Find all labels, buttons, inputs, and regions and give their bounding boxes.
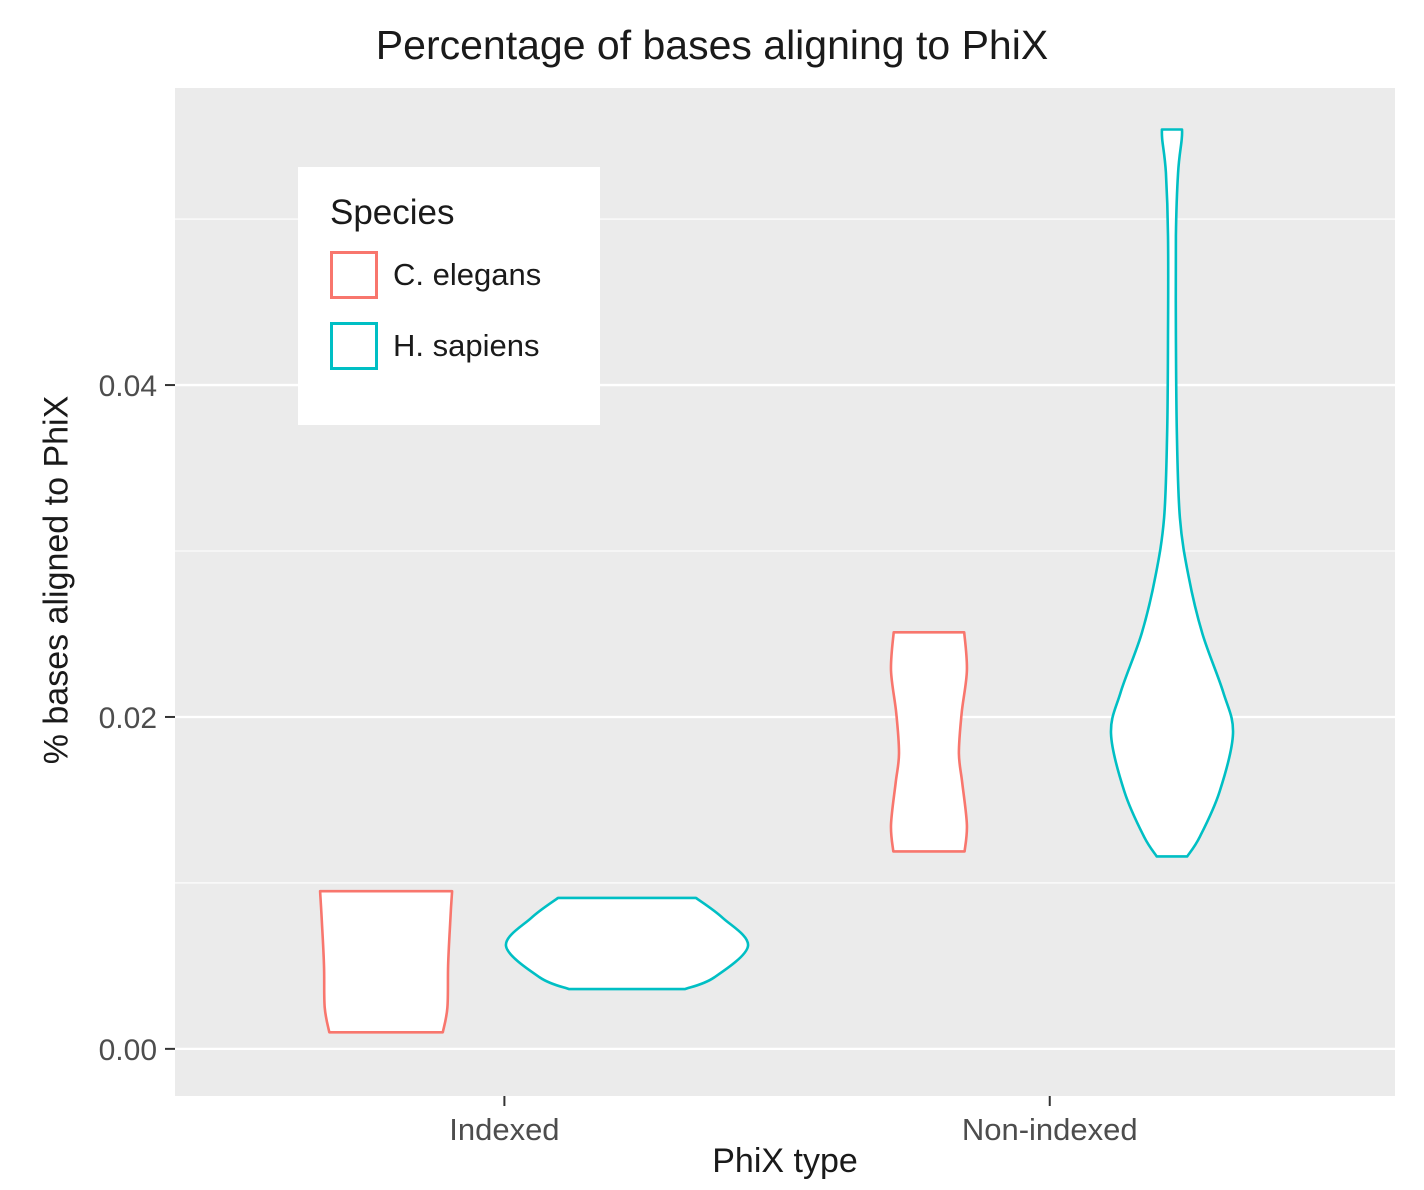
legend-entry-h-sapiens: H. sapiens [330,322,600,370]
x-axis-label: PhiX type [712,1142,858,1180]
y-axis-label: % bases aligned to PhiX [37,395,76,765]
violin-h-sapiens-indexed [504,896,750,991]
violin-c-elegans-indexed [318,889,454,1034]
legend-key-swatch-h-sapiens [330,322,378,370]
y-tick-label: 0.00 [99,1034,157,1067]
violin-h-sapiens-non-indexed [1109,128,1235,858]
y-tick-label: 0.04 [99,370,157,403]
chart-title: Percentage of bases aligning to PhiX [375,22,1049,68]
violin-c-elegans-non-indexed [889,631,969,853]
x-tick-label: Non-indexed [962,1112,1138,1147]
legend: Species C. elegans H. sapiens [298,167,600,425]
legend-entry-label: H. sapiens [393,328,540,363]
legend-entry-c-elegans: C. elegans [330,251,600,299]
legend-title: Species [330,193,455,232]
legend-entry-label: C. elegans [393,257,542,292]
y-tick-label: 0.02 [99,702,157,735]
legend-key-swatch-c-elegans [330,251,378,299]
x-tick-label: Indexed [449,1112,559,1147]
